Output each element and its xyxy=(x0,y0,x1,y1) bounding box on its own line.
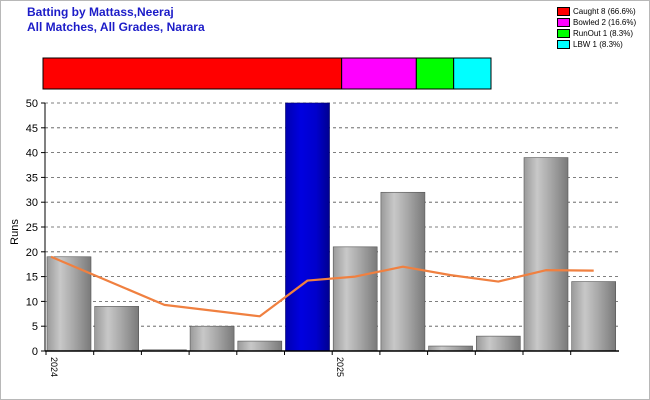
x-tick-label-2024: 2024 xyxy=(49,357,59,377)
legend-item-caught: Caught 8 (66.6%) xyxy=(557,6,636,17)
legend-label-lbw: LBW 1 (8.3%) xyxy=(573,40,623,49)
chart-title: Batting by Mattass,Neeraj xyxy=(27,5,174,19)
bar-9 xyxy=(428,345,473,352)
legend-swatch-caught xyxy=(557,7,570,16)
y-tick-label-10: 10 xyxy=(26,296,38,308)
x-tick-label-2025: 2025 xyxy=(335,357,345,377)
y-tick-label-45: 45 xyxy=(26,123,38,135)
average-line xyxy=(50,255,594,318)
legend-item-runout: RunOut 1 (8.3%) xyxy=(557,28,636,39)
legend-label-runout: RunOut 1 (8.3%) xyxy=(573,29,634,38)
y-tick-label-50: 50 xyxy=(26,98,38,110)
y-axis-label: Runs xyxy=(9,219,21,245)
dismissal-segment-lbw xyxy=(453,57,492,90)
y-tick-label-35: 35 xyxy=(26,172,38,184)
y-tick-label-25: 25 xyxy=(26,222,38,234)
dismissal-segment-bowled xyxy=(341,57,417,90)
axes-group xyxy=(41,102,619,355)
bar-1 xyxy=(46,256,92,352)
bar-11 xyxy=(523,157,569,352)
bar-2 xyxy=(94,306,139,352)
dismissal-segment-runout xyxy=(415,57,455,90)
bars-group xyxy=(46,102,617,352)
y-tick-label-5: 5 xyxy=(32,321,38,333)
y-tick-label-15: 15 xyxy=(26,272,38,284)
legend-item-bowled: Bowled 2 (16.6%) xyxy=(557,17,636,28)
bar-4 xyxy=(189,325,235,352)
y-tick-label-40: 40 xyxy=(26,148,38,160)
chart-subtitle: All Matches, All Grades, Narara xyxy=(27,20,205,34)
bar-10 xyxy=(475,335,521,352)
bar-5 xyxy=(237,340,283,352)
legend-swatch-bowled xyxy=(557,18,570,27)
bar-6 xyxy=(285,102,330,352)
legend-label-caught: Caught 8 (66.6%) xyxy=(573,7,636,16)
legend: Caught 8 (66.6%) Bowled 2 (16.6%) RunOut… xyxy=(557,6,636,50)
legend-swatch-lbw xyxy=(557,40,570,49)
y-tick-labels: 0 5 10 15 20 25 30 35 40 45 50 xyxy=(26,98,38,358)
legend-label-bowled: Bowled 2 (16.6%) xyxy=(573,18,637,27)
y-tick-label-0: 0 xyxy=(32,346,38,358)
dismissal-bar xyxy=(42,57,492,90)
bar-8 xyxy=(380,191,426,352)
x-tick-labels: 2024 2025 xyxy=(49,357,345,377)
bar-12 xyxy=(571,281,617,352)
bar-7 xyxy=(332,246,378,352)
average-line-group xyxy=(50,255,594,318)
title-block: Batting by Mattass,Neeraj All Matches, A… xyxy=(27,5,205,35)
legend-item-lbw: LBW 1 (8.3%) xyxy=(557,39,636,50)
y-tick-label-30: 30 xyxy=(26,197,38,209)
y-tick-label-20: 20 xyxy=(26,247,38,259)
legend-swatch-runout xyxy=(557,29,570,38)
dismissal-segment-caught xyxy=(42,57,343,90)
